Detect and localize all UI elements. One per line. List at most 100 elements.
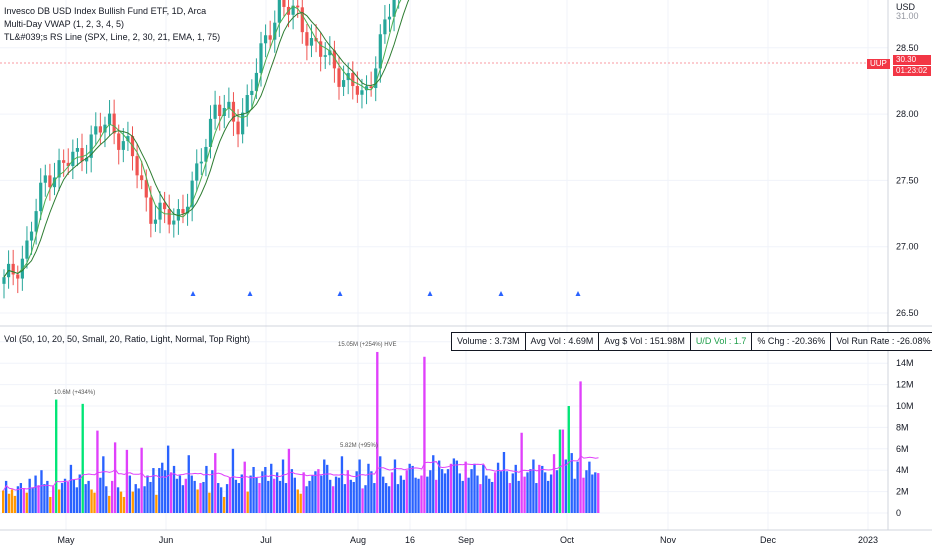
volume-bar — [546, 480, 550, 513]
volume-bar — [535, 483, 538, 513]
volume-bar — [217, 483, 220, 513]
volume-bar — [161, 462, 164, 513]
volume-bar — [31, 487, 34, 513]
volume-bar — [523, 476, 526, 513]
volume-bar — [261, 471, 264, 513]
volume-bar — [55, 399, 58, 513]
volume-bar — [178, 475, 182, 513]
volume-bar — [164, 470, 167, 513]
signal-marker — [575, 291, 581, 296]
volume-bar — [205, 465, 208, 513]
volume-bar — [482, 464, 485, 513]
candle-body — [199, 161, 203, 164]
volume-bar — [594, 472, 597, 513]
volume-bar — [370, 471, 373, 513]
volume-bar — [384, 483, 388, 513]
volume-bar — [361, 488, 364, 513]
candle-body — [282, 0, 286, 7]
volume-bar — [190, 475, 193, 513]
volume-bar — [69, 464, 73, 513]
vwap-lines — [3, 0, 410, 278]
volume-bar — [429, 470, 432, 513]
top-price-label: 31.00 — [896, 11, 919, 21]
volume-bar — [152, 468, 155, 513]
volume-bar — [464, 461, 467, 513]
volume-bar — [234, 479, 238, 513]
candle-body — [190, 180, 194, 207]
volume-bar — [567, 406, 570, 513]
volume-bar — [13, 495, 17, 513]
stat-pct-chg: % Chg : -20.36% — [752, 333, 832, 350]
volume-bar — [396, 484, 400, 513]
candle-body — [241, 112, 245, 135]
volume-bar — [108, 495, 111, 513]
volume-bar — [255, 477, 258, 513]
volume-bar — [576, 461, 579, 513]
candle-body — [213, 104, 217, 119]
candle-body — [296, 5, 300, 8]
volume-bar — [426, 476, 429, 513]
candle-body — [374, 68, 378, 89]
volume-bar — [340, 456, 344, 513]
volume-bar — [258, 483, 261, 513]
volume-bar — [582, 477, 585, 513]
volume-bar — [467, 477, 470, 513]
stat-ud-vol: U/D Vol : 1.7 — [691, 333, 753, 350]
volume-bar — [544, 472, 547, 513]
volume-bar — [122, 496, 126, 513]
volume-bar — [417, 478, 420, 513]
candle-body — [268, 35, 272, 40]
volume-bar — [84, 484, 87, 513]
volume-bar — [352, 481, 355, 513]
time-tick-label: Sep — [458, 535, 474, 545]
candle-body — [300, 7, 304, 33]
volume-bar — [346, 470, 350, 513]
volume-bar — [46, 480, 49, 513]
volume-bar — [131, 491, 134, 513]
volume-bar — [116, 487, 120, 513]
candle-body — [144, 180, 148, 198]
volume-bar — [228, 477, 232, 513]
volume-bar — [326, 464, 329, 513]
countdown-tag: 01:23:02 — [893, 66, 931, 76]
candle-body — [254, 72, 259, 91]
volume-bar — [379, 456, 382, 513]
candle-body — [80, 148, 84, 162]
volume-bar — [202, 481, 205, 513]
volume-bar — [102, 456, 105, 513]
volume-bar — [40, 470, 43, 513]
vwap-line — [3, 0, 410, 278]
candle-body — [89, 134, 93, 158]
volume-bar — [169, 472, 173, 513]
volume-bar — [399, 475, 403, 513]
volume-bar — [473, 463, 476, 513]
candle-body — [121, 141, 125, 150]
volume-bar — [249, 475, 252, 513]
vol-tick-label: 8M — [896, 422, 909, 432]
volume-bar — [252, 466, 255, 513]
candle-body — [218, 104, 222, 116]
candle-body — [167, 209, 171, 225]
volume-bar — [96, 430, 99, 513]
price-tag: 30.30 — [893, 55, 931, 65]
volume-bar — [134, 484, 137, 513]
candle-body — [351, 73, 355, 87]
signal-marker — [427, 291, 433, 296]
volume-bar — [317, 469, 320, 513]
candle-body — [103, 124, 107, 133]
vol-tick-label: 14M — [896, 358, 914, 368]
candle-body — [112, 113, 116, 134]
volume-bar — [140, 447, 143, 513]
volume-bar — [552, 454, 556, 513]
volume-bar — [267, 480, 270, 513]
volume-bar — [149, 481, 152, 513]
volume-bar — [34, 475, 37, 513]
volume-bar — [28, 478, 31, 513]
candle-body — [387, 16, 392, 20]
volume-bar — [290, 469, 294, 513]
volume-bar — [376, 351, 379, 513]
volume-bar — [331, 486, 335, 513]
candle-body — [176, 209, 180, 221]
candle-body — [163, 202, 167, 210]
volume-bar — [408, 463, 411, 513]
